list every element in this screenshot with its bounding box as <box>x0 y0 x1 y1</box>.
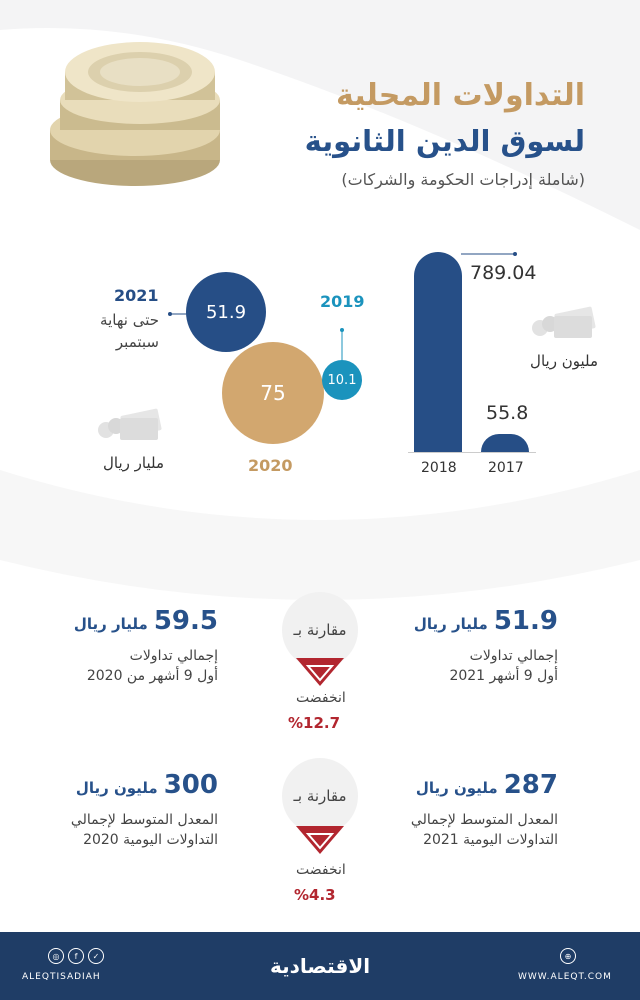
stat-left-1-value: 59.5 <box>153 606 218 636</box>
compare-circle-2: مقارنة بـ <box>282 758 358 834</box>
page-title-line2: لسوق الدين الثانوية <box>304 124 585 158</box>
twitter-icon[interactable]: ✓ <box>88 948 104 964</box>
bubble-2021: 51.9 <box>186 272 266 352</box>
compare-label-1: مقارنة بـ <box>293 621 347 639</box>
stat-left-2: 300 مليون ريال <box>76 770 218 800</box>
footer: ◎ f ✓ ALEQTISADIAH الاقتصادية ⊕ WWW.ALEQ… <box>0 932 640 1000</box>
coin-stack-image <box>50 42 220 186</box>
stat-right-2-value: 287 <box>503 770 558 800</box>
compare-label-2: مقارنة بـ <box>293 787 347 805</box>
stat-left-2-desc-line1: المعدل المتوسط لإجمالي <box>70 812 218 828</box>
bar-2018 <box>414 252 462 452</box>
bubble-2020-year: 2020 <box>248 456 293 475</box>
bar-2017 <box>481 434 529 452</box>
stat-right-1-value: 51.9 <box>493 606 558 636</box>
stat-right-2-unit: مليون ريال <box>415 779 498 797</box>
down-arrow-icon <box>296 658 344 686</box>
stat-right-1-desc-line1: إجمالي تداولات <box>469 648 558 664</box>
change-pct-1: %12.7 <box>288 714 341 732</box>
instagram-icon[interactable]: ◎ <box>48 948 64 964</box>
stat-right-2-desc-line2: التداولات اليومية 2021 <box>423 832 558 848</box>
bar-baseline <box>408 452 536 453</box>
change-label-1: انخفضت <box>296 690 346 706</box>
bubble-2020-value: 75 <box>260 381 286 405</box>
change-pct-2: %4.3 <box>294 886 336 904</box>
bubble-2020: 75 <box>222 342 324 444</box>
bubble-unit-label: مليار ريال <box>103 454 164 472</box>
bar-2018-value: 789.04 <box>470 262 537 284</box>
stat-left-2-value: 300 <box>163 770 218 800</box>
stat-right-1-unit: مليار ريال <box>413 615 488 633</box>
stat-left-2-unit: مليون ريال <box>75 779 158 797</box>
bar-2017-year: 2017 <box>488 460 524 476</box>
stat-left-1-desc-line1: إجمالي تداولات <box>129 648 218 664</box>
bar-value-connector <box>461 252 517 256</box>
bubble-2021-year: 2021 <box>114 286 159 305</box>
down-arrow-icon <box>296 826 344 854</box>
banknotes-icon <box>98 408 162 440</box>
social-icons: ◎ f ✓ <box>48 948 104 964</box>
bubble-2019-year: 2019 <box>320 292 365 311</box>
stat-left-1-desc-line2: أول 9 أشهر من 2020 <box>86 668 218 684</box>
bar-2017-value: 55.8 <box>486 402 529 424</box>
banknotes-icon <box>532 306 596 338</box>
stat-right-1: 51.9 مليار ريال <box>414 606 558 636</box>
stat-right-2: 287 مليون ريال <box>416 770 558 800</box>
facebook-icon[interactable]: f <box>68 948 84 964</box>
stat-right-1-desc-line2: أول 9 أشهر 2021 <box>449 668 558 684</box>
stat-left-1: 59.5 مليار ريال <box>74 606 218 636</box>
bar-unit-label: مليون ريال <box>530 352 598 370</box>
stat-left-2-desc-line2: التداولات اليومية 2020 <box>83 832 218 848</box>
footer-brand-logo: الاقتصادية <box>270 954 371 978</box>
bubble-2021-note-line2: سبتمبر <box>115 333 159 351</box>
footer-handle[interactable]: ALEQTISADIAH <box>22 972 101 982</box>
change-label-2: انخفضت <box>296 862 346 878</box>
page-subtitle: (شاملة إدراجات الحكومة والشركات) <box>341 170 585 189</box>
bubble-2021-value: 51.9 <box>205 301 247 323</box>
stat-right-2-desc-line1: المعدل المتوسط لإجمالي <box>410 812 558 828</box>
bubble-2019-value: 10.1 <box>327 372 357 388</box>
footer-website[interactable]: WWW.ALEQT.COM <box>518 972 612 982</box>
compare-circle-1: مقارنة بـ <box>282 592 358 668</box>
bar-2018-year: 2018 <box>421 460 457 476</box>
bubble-2021-note-line1: حتى نهاية <box>100 311 159 329</box>
globe-icon[interactable]: ⊕ <box>560 948 576 964</box>
bubble-2019: 10.1 <box>322 360 362 400</box>
stat-left-1-unit: مليار ريال <box>73 615 148 633</box>
page-title: التداولات المحلية <box>336 78 585 113</box>
